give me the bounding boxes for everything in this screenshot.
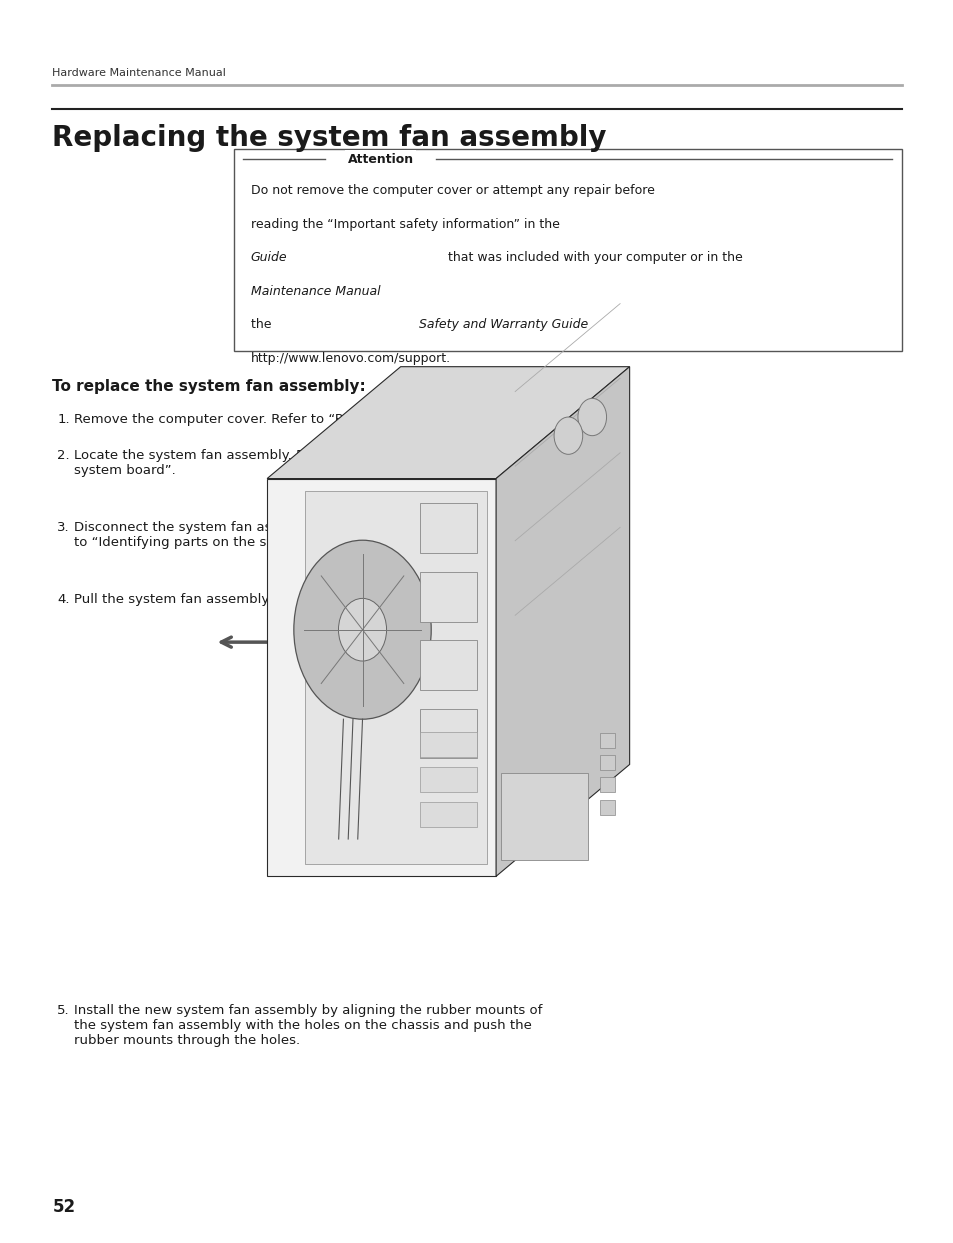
- FancyBboxPatch shape: [419, 732, 476, 757]
- FancyBboxPatch shape: [233, 149, 901, 351]
- Text: Hardware Maintenance Manual: Hardware Maintenance Manual: [52, 68, 226, 78]
- FancyBboxPatch shape: [419, 572, 476, 622]
- Text: the: the: [251, 318, 275, 331]
- Text: Remove the computer cover. Refer to “Removing the computer cover”.: Remove the computer cover. Refer to “Rem…: [74, 413, 549, 425]
- FancyBboxPatch shape: [599, 800, 614, 815]
- Text: reading the “Important safety information” in the: reading the “Important safety informatio…: [251, 218, 563, 230]
- Text: http://www.lenovo.com/support.: http://www.lenovo.com/support.: [251, 352, 451, 364]
- Text: Install the new system fan assembly by aligning the rubber mounts of
the system : Install the new system fan assembly by a…: [74, 1004, 542, 1048]
- FancyBboxPatch shape: [599, 733, 614, 748]
- Text: that was included with your computer or in the: that was included with your computer or …: [444, 251, 746, 264]
- Text: Attention: Attention: [347, 153, 414, 165]
- FancyBboxPatch shape: [419, 640, 476, 690]
- Text: Do not remove the computer cover or attempt any repair before: Do not remove the computer cover or atte…: [251, 184, 654, 196]
- Polygon shape: [305, 491, 486, 864]
- Text: Disconnect the system fan assembly cable from the system board. Refer
to “Identi: Disconnect the system fan assembly cable…: [74, 521, 559, 549]
- Text: Pull the system fan assembly out of chassis.: Pull the system fan assembly out of chas…: [74, 593, 369, 605]
- Text: 5.: 5.: [57, 1004, 70, 1017]
- Text: 1.: 1.: [57, 413, 70, 425]
- FancyBboxPatch shape: [500, 772, 587, 860]
- Circle shape: [578, 399, 606, 436]
- FancyBboxPatch shape: [419, 802, 476, 827]
- Polygon shape: [267, 367, 629, 479]
- Circle shape: [554, 418, 582, 455]
- Text: Guide: Guide: [251, 251, 287, 264]
- FancyBboxPatch shape: [419, 503, 476, 553]
- Circle shape: [294, 541, 431, 720]
- Text: Maintenance Manual: Maintenance Manual: [251, 285, 380, 297]
- Text: Replacing the system fan assembly: Replacing the system fan assembly: [52, 124, 606, 153]
- FancyBboxPatch shape: [419, 767, 476, 792]
- FancyBboxPatch shape: [419, 709, 476, 758]
- Text: 2.: 2.: [57, 449, 70, 461]
- Text: (HMM) for the computer. To obtain copies of: (HMM) for the computer. To obtain copies…: [946, 285, 953, 297]
- Text: 3.: 3.: [57, 521, 70, 533]
- FancyBboxPatch shape: [599, 778, 614, 793]
- Circle shape: [338, 598, 386, 661]
- Text: 52: 52: [52, 1198, 75, 1216]
- FancyBboxPatch shape: [599, 756, 614, 771]
- Text: Safety and Warranty Guide: Safety and Warranty Guide: [418, 318, 588, 331]
- Polygon shape: [496, 367, 629, 876]
- Text: 4.: 4.: [57, 593, 70, 605]
- Text: Locate the system fan assembly. Refer to “Identifying parts on the
system board”: Locate the system fan assembly. Refer to…: [74, 449, 517, 477]
- Polygon shape: [267, 479, 496, 876]
- Text: To replace the system fan assembly:: To replace the system fan assembly:: [52, 379, 366, 394]
